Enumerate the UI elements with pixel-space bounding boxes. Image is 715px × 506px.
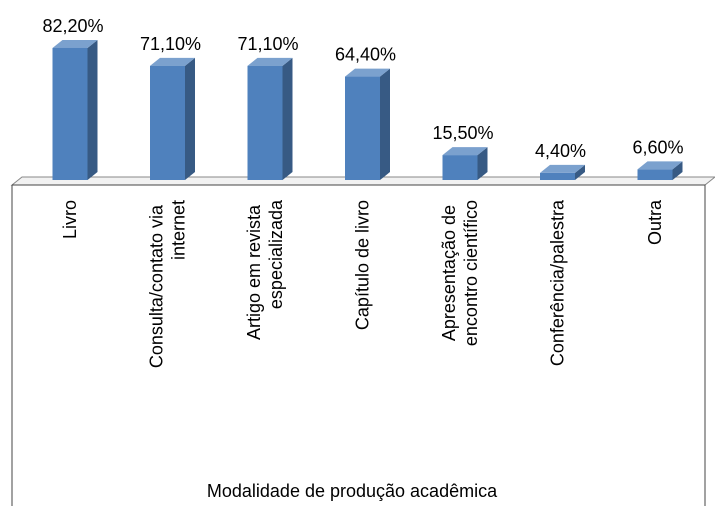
data-label: 15,50% (432, 123, 493, 143)
bar (540, 172, 575, 180)
bar-top (247, 57, 293, 66)
data-label: 6,60% (632, 137, 683, 157)
bar (247, 65, 283, 180)
data-label: 82,20% (42, 16, 103, 36)
bar-side (380, 68, 390, 180)
x-tick-label: Apresentação de encontro científico (439, 200, 481, 346)
x-axis-title: Modalidade de produção acadêmica (207, 481, 498, 501)
bar-top (442, 147, 488, 156)
bar (637, 169, 673, 180)
x-tick-label: Artigo em revista especializada (244, 199, 286, 340)
bar-side (575, 164, 585, 180)
x-tick-label: Outra (645, 199, 665, 245)
bar-top (540, 164, 585, 173)
bar-side (477, 147, 488, 180)
bar-top (52, 39, 98, 48)
bar-top (637, 161, 683, 170)
data-label: 71,10% (140, 34, 201, 54)
bar-side (282, 57, 293, 180)
bar-top (345, 68, 390, 77)
x-tick-label: Consulta/contato via internet (147, 200, 189, 368)
bar-side (87, 39, 98, 180)
bar (52, 47, 88, 180)
x-tick-label: Capítulo de livro (353, 200, 373, 330)
bar-top (150, 57, 195, 66)
x-tick-label: Livro (60, 200, 80, 239)
bar (150, 65, 185, 180)
bar (345, 76, 380, 180)
bar-side (672, 161, 683, 180)
frame (12, 184, 706, 506)
bar (442, 155, 478, 180)
bar-side (185, 57, 195, 180)
data-label: 4,40% (535, 141, 586, 161)
x-tick-label: Conferência/palestra (548, 199, 568, 366)
data-label: 71,10% (237, 34, 298, 54)
data-label: 64,40% (335, 45, 396, 65)
